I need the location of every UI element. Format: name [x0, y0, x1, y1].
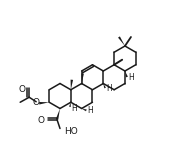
- Polygon shape: [81, 73, 84, 83]
- Text: H: H: [128, 73, 134, 81]
- Polygon shape: [39, 102, 49, 105]
- Polygon shape: [56, 109, 60, 120]
- Text: H: H: [71, 104, 77, 113]
- Polygon shape: [125, 71, 128, 77]
- Text: H: H: [106, 84, 112, 93]
- Text: O: O: [33, 98, 40, 107]
- Text: O: O: [38, 116, 45, 125]
- Polygon shape: [118, 36, 125, 46]
- Text: O: O: [18, 85, 25, 94]
- Text: H: H: [87, 106, 93, 115]
- Text: HO: HO: [64, 127, 78, 136]
- Polygon shape: [70, 80, 73, 90]
